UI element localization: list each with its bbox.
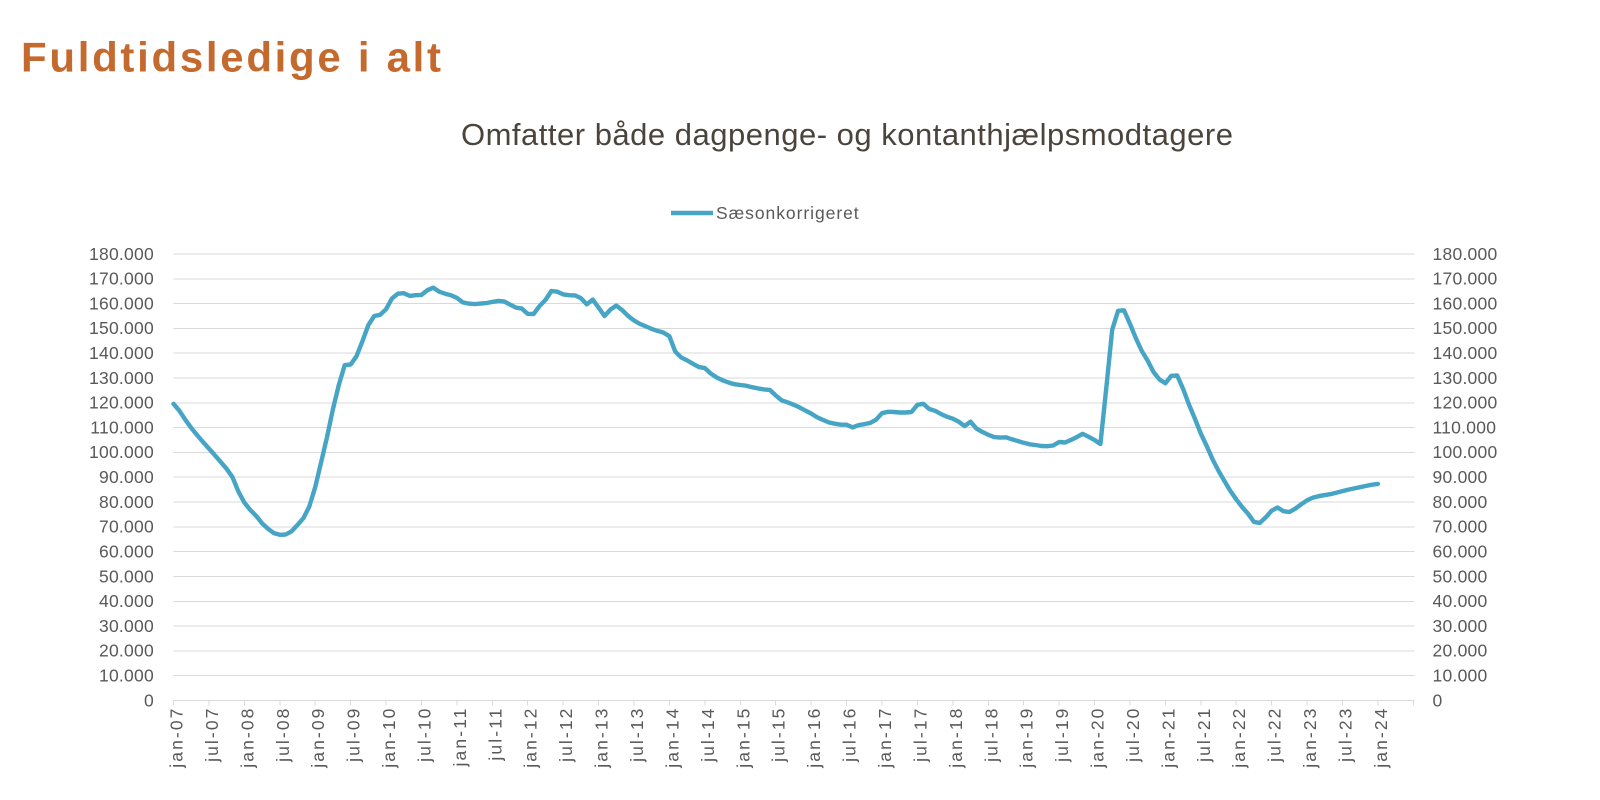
svg-text:90.000: 90.000 [1433,467,1488,487]
svg-text:180.000: 180.000 [1433,244,1498,264]
svg-text:jul-12: jul-12 [556,707,576,763]
svg-text:20.000: 20.000 [1433,641,1488,661]
svg-text:jan-19: jan-19 [1017,707,1037,769]
svg-text:40.000: 40.000 [1433,591,1488,611]
svg-text:jan-22: jan-22 [1229,707,1249,769]
svg-text:20.000: 20.000 [99,641,154,661]
svg-text:jul-21: jul-21 [1194,707,1214,763]
svg-text:jan-23: jan-23 [1300,707,1320,769]
svg-text:170.000: 170.000 [89,269,154,289]
svg-text:0: 0 [144,690,154,710]
svg-text:130.000: 130.000 [89,368,154,388]
svg-text:jul-17: jul-17 [910,707,930,763]
svg-text:140.000: 140.000 [89,343,154,363]
svg-text:50.000: 50.000 [99,566,154,586]
svg-text:jul-16: jul-16 [840,707,860,763]
svg-text:90.000: 90.000 [99,467,154,487]
svg-text:130.000: 130.000 [1433,368,1498,388]
svg-text:Fuldtidsledige i alt: Fuldtidsledige i alt [21,34,444,81]
svg-text:jan-16: jan-16 [804,707,824,769]
svg-text:jan-12: jan-12 [521,707,541,769]
svg-text:140.000: 140.000 [1433,343,1498,363]
svg-text:120.000: 120.000 [1433,393,1498,413]
svg-text:jul-22: jul-22 [1265,707,1285,763]
svg-text:jul-09: jul-09 [344,707,364,763]
svg-text:100.000: 100.000 [89,442,154,462]
svg-text:jan-17: jan-17 [875,707,895,769]
svg-text:160.000: 160.000 [89,293,154,313]
svg-text:30.000: 30.000 [1433,616,1488,636]
svg-text:120.000: 120.000 [89,393,154,413]
svg-text:jan-20: jan-20 [1088,707,1108,769]
svg-text:jan-07: jan-07 [167,707,187,769]
svg-text:Sæsonkorrigeret: Sæsonkorrigeret [716,203,860,223]
svg-text:70.000: 70.000 [99,517,154,537]
svg-text:jan-13: jan-13 [592,707,612,769]
svg-text:jan-15: jan-15 [733,707,753,769]
svg-text:jan-11: jan-11 [450,707,470,768]
svg-text:Omfatter både dagpenge- og kon: Omfatter både dagpenge- og kontanthjælps… [461,117,1233,152]
svg-text:jul-13: jul-13 [627,707,647,763]
svg-text:110.000: 110.000 [1433,417,1497,437]
svg-text:jan-09: jan-09 [308,707,328,769]
svg-text:jul-10: jul-10 [415,707,435,763]
svg-text:80.000: 80.000 [99,492,154,512]
svg-text:jul-23: jul-23 [1336,707,1356,763]
svg-text:jul-18: jul-18 [981,707,1001,763]
svg-text:jul-20: jul-20 [1123,707,1143,763]
svg-text:jul-14: jul-14 [698,707,718,763]
svg-text:0: 0 [1433,690,1443,710]
svg-text:150.000: 150.000 [1433,318,1498,338]
svg-text:jan-18: jan-18 [946,707,966,769]
svg-text:80.000: 80.000 [1433,492,1488,512]
svg-text:jul-15: jul-15 [769,707,789,763]
svg-text:110.000: 110.000 [90,417,154,437]
svg-text:100.000: 100.000 [1433,442,1498,462]
svg-text:150.000: 150.000 [89,318,154,338]
svg-text:jan-10: jan-10 [379,707,399,769]
svg-text:70.000: 70.000 [1433,517,1488,537]
svg-text:jul-07: jul-07 [202,707,222,763]
svg-text:170.000: 170.000 [1433,269,1498,289]
svg-text:jan-14: jan-14 [662,707,682,769]
svg-text:180.000: 180.000 [89,244,154,264]
svg-text:60.000: 60.000 [99,542,154,562]
svg-text:jul-19: jul-19 [1052,707,1072,763]
svg-text:jan-08: jan-08 [237,707,257,769]
svg-text:160.000: 160.000 [1433,293,1498,313]
svg-text:jan-21: jan-21 [1158,707,1178,769]
svg-text:10.000: 10.000 [1433,666,1488,686]
svg-text:jul-11: jul-11 [485,707,505,762]
svg-text:jan-24: jan-24 [1371,707,1391,769]
svg-text:jul-08: jul-08 [273,707,293,763]
svg-text:10.000: 10.000 [99,666,154,686]
svg-text:60.000: 60.000 [1433,542,1488,562]
svg-text:30.000: 30.000 [99,616,154,636]
svg-text:40.000: 40.000 [99,591,154,611]
svg-text:50.000: 50.000 [1433,566,1488,586]
